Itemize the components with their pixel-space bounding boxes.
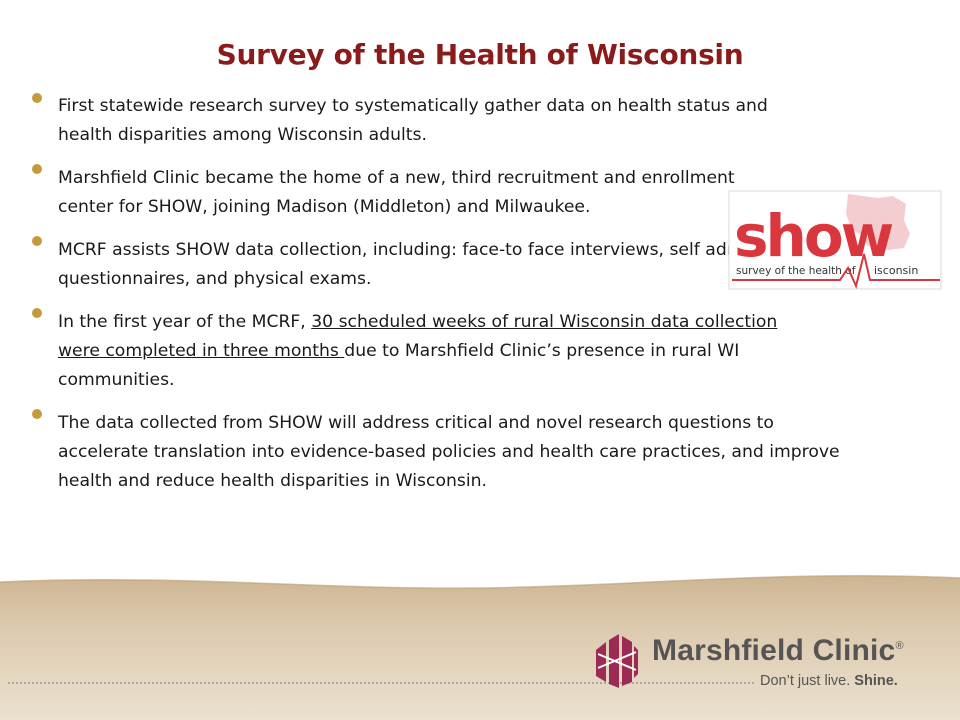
show-logo: show survey of the health of isconsin xyxy=(728,190,942,290)
bullet-text: First statewide research survey to syste… xyxy=(58,96,768,145)
footer-dotted-line xyxy=(8,682,754,684)
bullet-text: The data collected from SHOW will addres… xyxy=(58,413,840,491)
bullet-text-after: due to Marshfield Clinic’s presence in r… xyxy=(58,341,740,390)
bullet-dot-icon xyxy=(32,308,42,318)
bullet-item: MCRF assists SHOW data collection, inclu… xyxy=(30,236,848,294)
brand-name: Marshfield Clinic xyxy=(652,634,896,667)
bullet-item: Marshfield Clinic became the home of a n… xyxy=(30,164,738,222)
tagline-bold: Shine. xyxy=(854,673,898,689)
marshfield-mark-icon xyxy=(596,634,638,688)
bullet-text: Marshfield Clinic became the home of a n… xyxy=(58,168,735,217)
wisconsin-map-icon xyxy=(846,194,910,250)
slide-title: Survey of the Health of Wisconsin xyxy=(216,38,744,71)
bullet-dot-icon xyxy=(32,236,42,246)
bullet-text: MCRF assists SHOW data collection, inclu… xyxy=(58,240,819,289)
show-logo-subtitle: survey of the health of xyxy=(736,265,856,277)
marshfield-clinic-name: Marshfield Clinic® xyxy=(652,634,904,668)
show-logo-word: show xyxy=(734,202,893,270)
tagline-plain: Don’t just live. xyxy=(760,673,851,689)
bullet-item: The data collected from SHOW will addres… xyxy=(30,409,848,496)
marshfield-clinic-logo: Marshfield Clinic® Don’t just live. Shin… xyxy=(592,632,932,696)
show-logo-suffix: isconsin xyxy=(874,264,918,277)
heartbeat-icon xyxy=(732,253,940,290)
bullet-dot-icon xyxy=(32,409,42,419)
bullet-dot-icon xyxy=(32,164,42,174)
registered-mark: ® xyxy=(895,640,904,652)
bullet-item: First statewide research survey to syste… xyxy=(30,92,818,150)
bullet-item: In the first year of the MCRF, 30 schedu… xyxy=(30,308,813,395)
bullet-list: First statewide research survey to syste… xyxy=(30,92,840,510)
bullet-text-underlined: 30 scheduled weeks of rural Wisconsin da… xyxy=(58,312,778,361)
bullet-text-before: In the first year of the MCRF, xyxy=(58,312,312,332)
marshfield-tagline: Don’t just live. Shine. xyxy=(760,673,898,689)
bullet-dot-icon xyxy=(32,93,42,103)
